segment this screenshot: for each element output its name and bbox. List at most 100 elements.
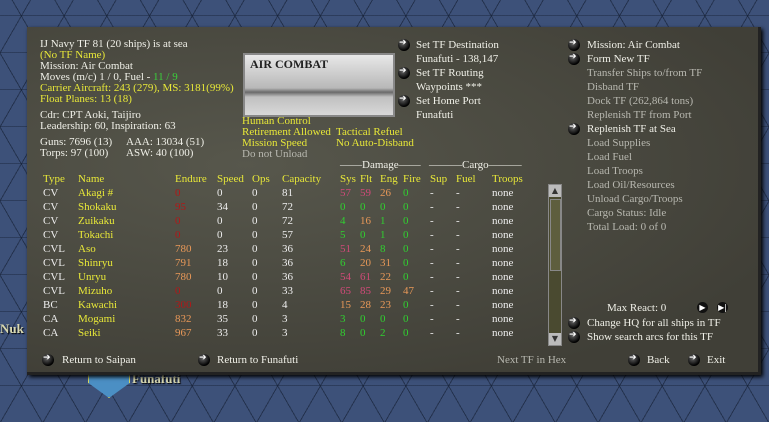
cell-fuel: -: [456, 229, 460, 241]
cell-capacity: 72: [282, 201, 293, 213]
cell-endure: 832: [175, 313, 192, 325]
column-header-speed[interactable]: Speed: [217, 173, 244, 185]
cell-speed: 0: [217, 285, 223, 297]
set-destination-button[interactable]: Set TF Destination: [416, 39, 499, 51]
column-header-sys[interactable]: Sys: [340, 173, 356, 185]
cell-fire: 0: [403, 313, 409, 325]
cell-name[interactable]: Shokaku: [78, 201, 117, 213]
cell-flt: 16: [360, 215, 371, 227]
load-fuel-button: Load Fuel: [587, 151, 632, 163]
auto-disband-toggle[interactable]: No Auto-Disband: [336, 137, 414, 149]
column-header-type[interactable]: Type: [43, 173, 65, 185]
arrow-button-icon[interactable]: [398, 38, 410, 51]
float-planes: Float Planes: 13 (18): [40, 93, 132, 105]
column-header-flt[interactable]: Flt: [360, 173, 373, 185]
cell-speed: 0: [217, 187, 223, 199]
home-port-value: Funafuti: [416, 109, 454, 121]
cell-name[interactable]: Mogami: [78, 313, 116, 325]
cell-name[interactable]: Tokachi: [78, 229, 114, 241]
column-header-fuel[interactable]: Fuel: [456, 173, 476, 185]
cell-name[interactable]: Shinryu: [78, 257, 113, 269]
cell-fuel: -: [456, 215, 460, 227]
human-control-toggle[interactable]: Human Control: [242, 115, 311, 127]
cell-ops: 0: [252, 215, 258, 227]
ship-photo: AIR COMBAT: [243, 53, 395, 117]
cell-name[interactable]: Unryu: [78, 271, 107, 283]
cell-name[interactable]: Mizuho: [78, 285, 113, 297]
load-troops-button: Load Troops: [587, 165, 643, 177]
cell-speed: 33: [217, 327, 228, 339]
unload-toggle[interactable]: Do not Unload: [242, 148, 308, 160]
column-header-endure[interactable]: Endure: [175, 173, 207, 185]
search-arcs-button[interactable]: Show search arcs for this TF: [587, 331, 713, 343]
scroll-thumb[interactable]: [550, 199, 561, 271]
arrow-button-icon[interactable]: [688, 353, 700, 366]
cell-eng: 0: [380, 313, 386, 325]
cell-eng: 0: [380, 201, 386, 213]
mission-speed-toggle[interactable]: Mission Speed: [242, 137, 308, 149]
column-header-troops[interactable]: Troops: [492, 173, 523, 185]
cell-type: CV: [43, 215, 59, 227]
arrow-button-icon[interactable]: [198, 353, 210, 366]
cell-flt: 20: [360, 257, 371, 269]
cell-type: CA: [43, 327, 59, 339]
arrow-button-icon[interactable]: [568, 122, 580, 135]
commander[interactable]: Cdr: CPT Aoki, Taijiro: [40, 109, 141, 121]
exit-button[interactable]: Exit: [707, 354, 726, 366]
cell-name[interactable]: Seiki: [78, 327, 101, 339]
cell-name[interactable]: Aso: [78, 243, 96, 255]
arrow-button-icon[interactable]: [398, 66, 410, 79]
destination-value: Funafuti - 138,147: [416, 53, 499, 65]
cell-name[interactable]: Akagi #: [78, 187, 114, 199]
cell-name[interactable]: Kawachi: [78, 299, 118, 311]
tactical-refuel-toggle[interactable]: Tactical Refuel: [336, 126, 403, 138]
column-header-fire[interactable]: Fire: [403, 173, 421, 185]
arrow-button-icon[interactable]: [568, 52, 580, 65]
arrow-button-icon[interactable]: [568, 316, 580, 329]
column-header-sup[interactable]: Sup: [430, 173, 448, 185]
scroll-up-icon[interactable]: ▲: [549, 185, 561, 197]
set-home-port-button[interactable]: Set Home Port: [416, 95, 481, 107]
retirement-toggle[interactable]: Retirement Allowed: [242, 126, 331, 138]
arrow-button-icon[interactable]: [568, 38, 580, 51]
return-saipan-button[interactable]: Return to Saipan: [62, 354, 136, 366]
aaa: AAA: 13034 (51): [126, 136, 205, 148]
cell-speed: 0: [217, 229, 223, 241]
form-new-tf-button[interactable]: Form New TF: [587, 53, 650, 65]
scroll-down-icon[interactable]: ▼: [549, 333, 561, 345]
arrow-button-icon[interactable]: [628, 353, 640, 366]
arrow-button-icon[interactable]: [42, 353, 54, 366]
cell-eng: 23: [380, 299, 391, 311]
cell-eng: 22: [380, 271, 391, 283]
return-funafuti-button[interactable]: Return to Funafuti: [217, 354, 299, 366]
ship-list-scrollbar[interactable]: ▲ ▼: [548, 184, 562, 346]
cell-type: CVL: [43, 271, 65, 283]
cell-fuel: -: [456, 243, 460, 255]
next-tf-button[interactable]: Next TF in Hex: [497, 354, 567, 366]
waypoints-value: Waypoints ***: [416, 81, 483, 93]
total-load: Total Load: 0 of 0: [587, 221, 667, 233]
react-max-icon[interactable]: ▶|: [717, 302, 728, 313]
transfer-ships-button: Transfer Ships to/from TF: [587, 67, 703, 79]
cell-ops: 0: [252, 299, 258, 311]
column-header-name[interactable]: Name: [78, 173, 105, 185]
back-button[interactable]: Back: [647, 354, 670, 366]
mission-button[interactable]: Mission: Air Combat: [587, 39, 680, 51]
cell-capacity: 81: [282, 187, 293, 199]
arrow-button-icon[interactable]: [568, 330, 580, 343]
set-routing-button[interactable]: Set TF Routing: [416, 67, 484, 79]
cell-eng: 8: [380, 243, 386, 255]
cell-name[interactable]: Zuikaku: [78, 215, 115, 227]
column-header-eng[interactable]: Eng: [380, 173, 398, 185]
replenish-sea-button[interactable]: Replenish TF at Sea: [587, 123, 676, 135]
fuel-value: 11 / 9: [153, 71, 178, 83]
cell-endure: 780: [175, 243, 192, 255]
react-increase-icon[interactable]: ▶: [697, 302, 708, 313]
cell-ops: 0: [252, 313, 258, 325]
column-header-capacity[interactable]: Capacity: [282, 173, 322, 185]
change-hq-button[interactable]: Change HQ for all ships in TF: [587, 317, 721, 329]
arrow-button-icon[interactable]: [398, 94, 410, 107]
column-header-ops[interactable]: Ops: [252, 173, 270, 185]
cell-endure: 967: [175, 327, 192, 339]
tf-name[interactable]: (No TF Name): [40, 49, 106, 61]
